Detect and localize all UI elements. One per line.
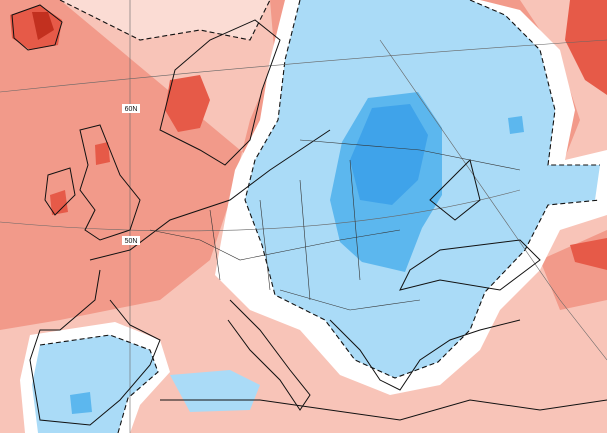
coastline xyxy=(227,299,311,411)
label-box xyxy=(122,236,140,245)
contour-line xyxy=(244,0,601,379)
light-warm-zone xyxy=(60,0,270,40)
graticule xyxy=(379,39,607,361)
coastline xyxy=(159,19,281,166)
coastline xyxy=(429,159,481,221)
latitude-label: 60N xyxy=(125,106,138,113)
coastline xyxy=(11,4,63,51)
coastline xyxy=(329,319,521,391)
contour-line xyxy=(39,334,159,433)
country-border xyxy=(149,139,521,311)
coastline xyxy=(160,399,607,421)
cold-field xyxy=(32,335,158,433)
warm-core xyxy=(165,75,210,132)
coastline xyxy=(89,129,331,261)
cold-field xyxy=(170,370,260,412)
cold-core xyxy=(508,116,524,134)
contour-line xyxy=(59,0,271,41)
cold-core xyxy=(350,104,428,205)
warm-core xyxy=(50,190,68,215)
coastline xyxy=(79,124,141,241)
coastline xyxy=(44,167,76,216)
coastline xyxy=(399,239,541,291)
graticule xyxy=(0,189,521,232)
latitude-label: 50N xyxy=(125,238,138,245)
warm-core xyxy=(565,0,607,95)
cold-core xyxy=(70,392,92,414)
label-box xyxy=(122,104,140,113)
coastline xyxy=(29,269,161,426)
warm-core xyxy=(95,142,110,165)
warm-core xyxy=(32,12,54,40)
warm-core xyxy=(570,238,607,270)
graticule xyxy=(0,39,607,93)
